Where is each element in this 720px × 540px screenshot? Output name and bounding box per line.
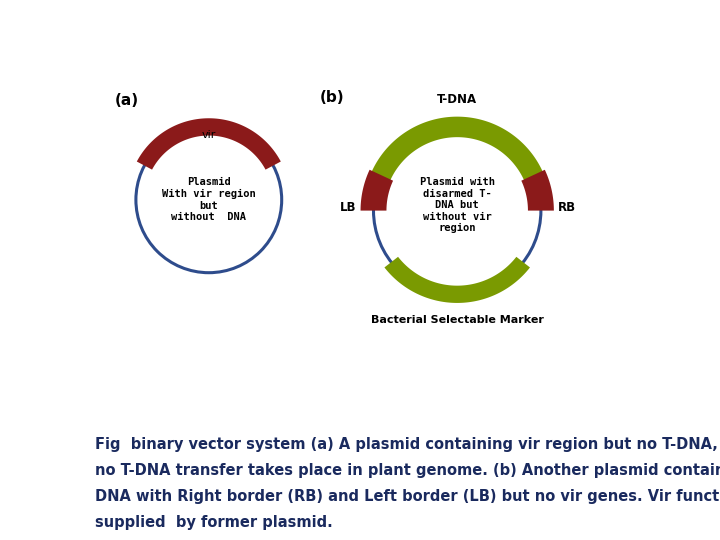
Text: (a): (a)	[114, 93, 138, 108]
Polygon shape	[366, 117, 548, 192]
Text: (b): (b)	[320, 90, 344, 105]
Text: vir: vir	[202, 130, 216, 140]
Text: DNA with Right border (RB) and Left border (LB) but no vir genes. Vir function i: DNA with Right border (RB) and Left bord…	[95, 489, 720, 504]
Text: T-DNA: T-DNA	[437, 93, 477, 106]
Polygon shape	[361, 170, 393, 211]
Text: LB: LB	[340, 201, 356, 214]
Text: RB: RB	[558, 201, 576, 214]
Text: Bacterial Selectable Marker: Bacterial Selectable Marker	[371, 315, 544, 325]
Text: Fig  binary vector system (a) A plasmid containing vir region but no T-DNA, ther: Fig binary vector system (a) A plasmid c…	[95, 437, 720, 453]
Text: no T-DNA transfer takes place in plant genome. (b) Another plasmid containing T-: no T-DNA transfer takes place in plant g…	[95, 463, 720, 478]
Polygon shape	[384, 257, 530, 303]
Polygon shape	[521, 170, 554, 211]
Text: supplied  by former plasmid.: supplied by former plasmid.	[95, 515, 333, 530]
Polygon shape	[137, 118, 281, 170]
Text: Plasmid with
disarmed T-
DNA but
without vir
region: Plasmid with disarmed T- DNA but without…	[420, 177, 495, 233]
Text: Plasmid
With vir region
but
without  DNA: Plasmid With vir region but without DNA	[162, 177, 256, 222]
